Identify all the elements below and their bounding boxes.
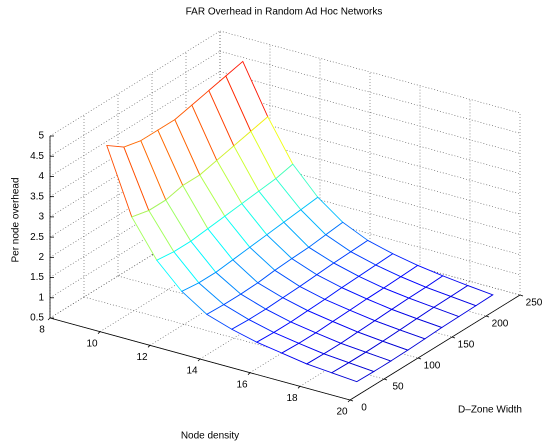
grid-line — [49, 71, 221, 177]
x-tick — [197, 358, 201, 362]
grid-line — [219, 91, 521, 174]
grid-line — [49, 172, 221, 278]
grid-line — [49, 192, 221, 299]
grid-line — [83, 296, 385, 380]
y-tick — [485, 315, 490, 318]
z-tick-label: 5 — [38, 131, 44, 142]
mesh-cell — [330, 362, 375, 383]
y-tick-label: 250 — [526, 298, 543, 309]
x-tick — [97, 331, 101, 334]
grid-line — [49, 50, 221, 157]
chart-title: FAR Overhead in Random Ad Hoc Networks — [186, 7, 383, 18]
z-tick-label: 3.5 — [30, 191, 44, 202]
z-tick-label: 3 — [38, 212, 44, 223]
y-tick — [349, 399, 354, 402]
x-tick-label: 8 — [39, 325, 45, 336]
z-axis-label: Per node overhead — [11, 177, 22, 262]
z-tick-label: 1.5 — [30, 272, 44, 283]
y-axis — [349, 294, 521, 401]
z-tick-label: 4 — [38, 171, 44, 182]
y-tick-label: 100 — [424, 361, 441, 372]
grid-line — [49, 212, 221, 319]
x-tick — [47, 317, 51, 321]
y-tick — [451, 336, 456, 339]
y-axis-label: D–Zone Width — [458, 405, 522, 416]
y-tick-label: 50 — [392, 382, 404, 393]
z-tick-label: 2.5 — [30, 232, 44, 243]
x-axis-label: Node density — [181, 431, 239, 442]
y-tick-label: 200 — [492, 319, 509, 330]
x-tick — [347, 399, 351, 403]
z-tick-label: 0.5 — [30, 313, 44, 324]
x-tick-label: 18 — [286, 393, 298, 404]
grid-line — [49, 30, 221, 137]
z-tick-label: 1 — [38, 292, 44, 303]
x-tick-label: 14 — [186, 366, 198, 377]
x-tick-label: 10 — [86, 338, 98, 349]
y-tick-label: 150 — [458, 340, 475, 351]
z-tick-label: 4.5 — [30, 151, 44, 162]
y-tick — [519, 294, 524, 297]
x-tick — [297, 386, 301, 389]
y-tick — [383, 378, 388, 381]
grid-line — [219, 30, 521, 114]
x-tick-label: 12 — [136, 352, 148, 363]
grid-line — [117, 275, 419, 359]
x-tick — [147, 345, 151, 348]
grid-line — [219, 71, 521, 154]
z-tick-label: 2 — [38, 252, 44, 263]
grid-line — [219, 50, 521, 134]
y-tick — [417, 357, 422, 360]
x-tick — [247, 372, 251, 375]
x-tick-label: 20 — [336, 407, 348, 418]
x-tick-label: 16 — [236, 379, 248, 390]
y-tick-label: 0 — [361, 403, 367, 414]
